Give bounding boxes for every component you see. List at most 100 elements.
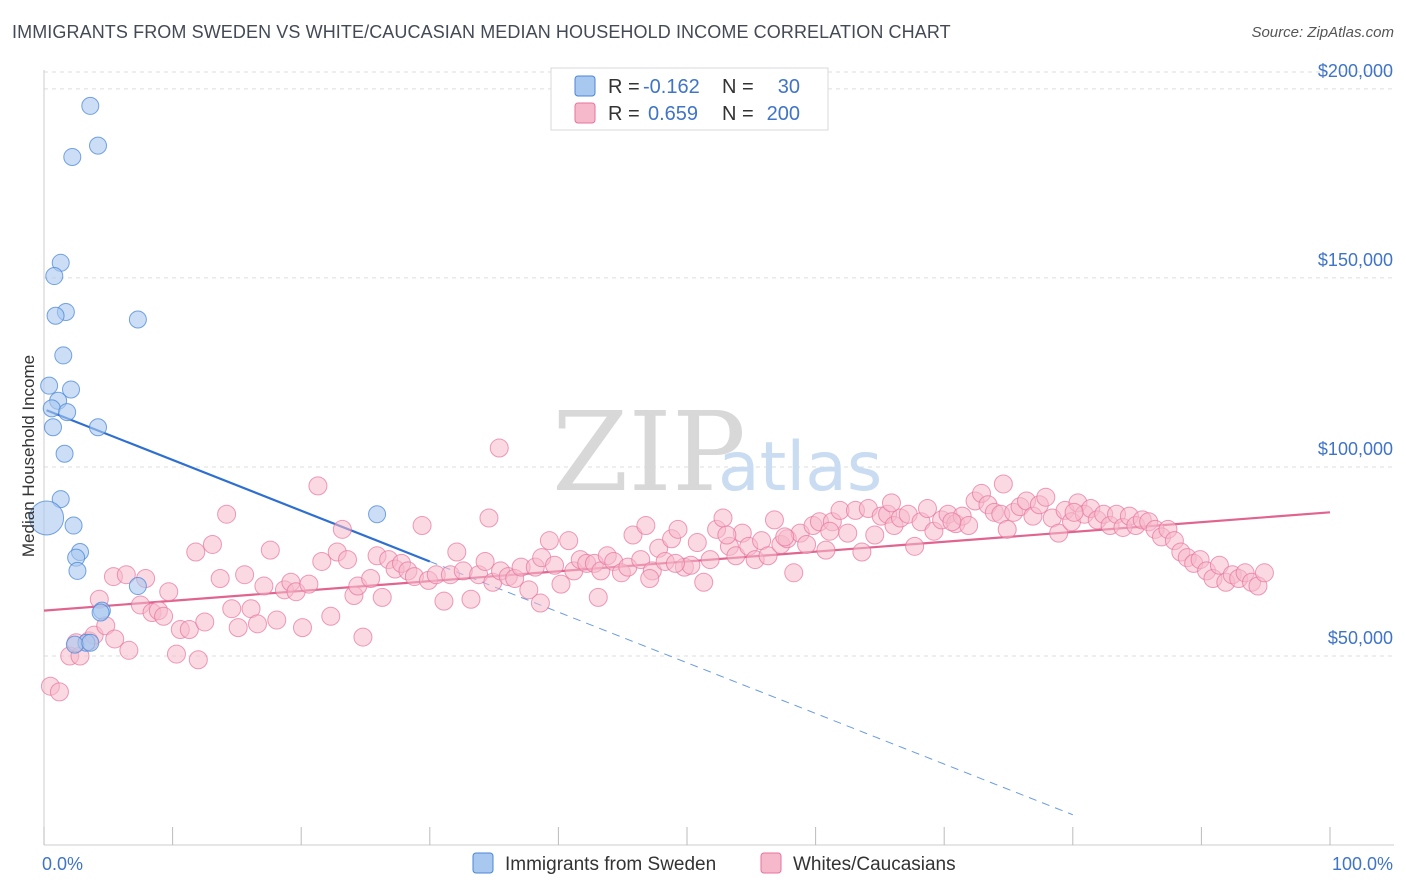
point-white (905, 536, 925, 556)
point-sweden (89, 418, 108, 437)
point-white (292, 618, 312, 638)
legend-r-label: R = (608, 76, 640, 98)
point-white (784, 563, 804, 583)
point-white (235, 565, 255, 585)
axes (43, 70, 1394, 846)
point-white (217, 504, 237, 524)
point-white (545, 555, 565, 575)
point-white (665, 553, 685, 573)
point-sweden (81, 633, 100, 652)
y-tick-label: $100,000 (1318, 439, 1393, 459)
point-white (202, 534, 222, 554)
legend-n-label: N = (722, 76, 754, 98)
legend-correlation: R = -0.162 N = 30 R = 0.659 N = 200 (550, 67, 829, 131)
point-white (461, 589, 481, 609)
point-white (372, 587, 392, 607)
point-sweden (54, 346, 73, 365)
point-sweden (58, 403, 77, 422)
point-sweden (46, 306, 65, 325)
point-white (228, 618, 248, 638)
point-sweden (63, 147, 82, 166)
point-white (1209, 555, 1229, 575)
point-sweden (65, 635, 84, 654)
legend-r-value: 0.659 (648, 103, 698, 125)
point-white (154, 606, 174, 626)
point-white (1064, 502, 1084, 522)
point-white (1254, 563, 1274, 583)
y-tick-label: $200,000 (1318, 61, 1393, 81)
x-tick-labels: 0.0% 100.0% (42, 854, 1393, 874)
point-white (775, 527, 795, 547)
point-white (539, 531, 559, 551)
x-tick-label: 100.0% (1332, 854, 1393, 874)
point-white (623, 525, 643, 545)
point-white (299, 574, 319, 594)
point-sweden (40, 376, 59, 395)
point-white (105, 629, 125, 649)
point-white (337, 550, 357, 570)
point-white (519, 580, 539, 600)
y-axis-label: Median Household Income (19, 355, 38, 557)
legend-n-label: N = (722, 103, 754, 125)
point-white (49, 682, 69, 702)
point-white (254, 576, 274, 596)
y-tick-label: $50,000 (1328, 628, 1393, 648)
point-sweden (64, 516, 83, 535)
point-white (210, 568, 230, 588)
legend-box (550, 67, 829, 131)
point-white (942, 512, 962, 532)
point-sweden (68, 561, 87, 580)
point-white (159, 582, 179, 602)
point-sweden (44, 418, 63, 437)
point-white (816, 540, 836, 560)
point-white (959, 516, 979, 536)
point-sweden (51, 490, 70, 509)
point-white (559, 531, 579, 551)
point-sweden (128, 310, 147, 329)
point-white (1036, 487, 1056, 507)
point-white (267, 610, 287, 630)
point-sweden (128, 577, 147, 596)
point-white (668, 519, 688, 539)
point-white (361, 568, 381, 588)
point-white (726, 546, 746, 566)
point-sweden (55, 444, 74, 463)
point-white (308, 476, 328, 496)
point-white (820, 521, 840, 541)
legend-r-value: -0.162 (643, 76, 700, 98)
point-white (353, 627, 373, 647)
point-white (321, 606, 341, 626)
data-points (29, 96, 1274, 702)
legend-n-value: 200 (767, 103, 800, 125)
point-sweden (62, 380, 81, 399)
chart-title: IMMIGRANTS FROM SWEDEN VS WHITE/CAUCASIA… (12, 22, 951, 42)
watermark-zip: ZIP (552, 388, 746, 516)
legend-series: Immigrants from Sweden Whites/Caucasians (472, 852, 956, 875)
point-white (166, 644, 186, 664)
point-white (758, 546, 778, 566)
legend-swatch-white (760, 852, 782, 874)
point-white (116, 565, 136, 585)
point-white (188, 650, 208, 670)
point-white (640, 568, 660, 588)
point-white (412, 516, 432, 536)
watermark: ZIP atlas (552, 388, 882, 516)
point-white (312, 551, 332, 571)
point-white (917, 499, 937, 519)
point-white (694, 572, 714, 592)
point-white (700, 550, 720, 570)
point-white (119, 640, 139, 660)
point-white (852, 542, 872, 562)
point-sweden (45, 267, 64, 286)
point-sweden (91, 603, 110, 622)
point-sweden (368, 505, 387, 524)
legend-n-value: 30 (778, 76, 800, 98)
point-white (687, 533, 707, 553)
point-white (551, 574, 571, 594)
legend-swatch-sweden (472, 852, 494, 874)
trend-line-sweden-extrapolated (429, 560, 1073, 816)
point-white (434, 591, 454, 611)
point-white (997, 519, 1017, 539)
point-white (636, 516, 656, 536)
